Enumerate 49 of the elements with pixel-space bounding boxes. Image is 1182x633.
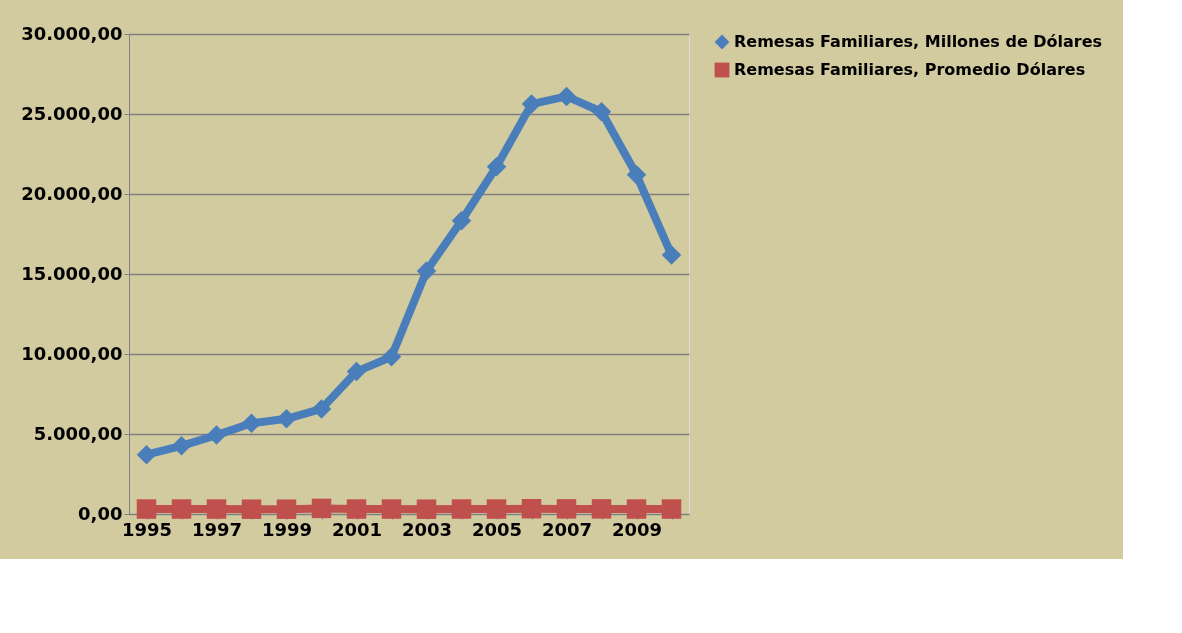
- x-tick-label: 1995: [121, 518, 173, 540]
- point: [521, 94, 542, 114]
- point: [311, 399, 332, 419]
- point: [241, 413, 262, 434]
- point: [486, 499, 507, 519]
- point: [556, 86, 577, 107]
- y-tick-label: 30.000,00: [21, 22, 123, 44]
- y-tick-label: 15.000,00: [21, 262, 123, 284]
- point: [416, 499, 437, 519]
- point: [346, 499, 367, 519]
- point: [171, 436, 192, 456]
- x-tick-label: 2005: [471, 518, 523, 540]
- y-tick-label: 25.000,00: [21, 102, 123, 124]
- point: [381, 346, 402, 367]
- x-tick-label: 2003: [401, 518, 453, 540]
- point: [136, 499, 157, 519]
- point: [626, 499, 647, 519]
- point: [136, 444, 157, 465]
- legend-label: Remesas Familiares, Millones de Dólares: [734, 32, 1103, 51]
- point: [661, 499, 682, 519]
- point: [171, 499, 192, 519]
- x-tick-label: 1997: [191, 518, 243, 540]
- point: [521, 498, 542, 519]
- point: [591, 499, 612, 519]
- y-tick-label: 10.000,00: [21, 342, 123, 364]
- point: [206, 499, 227, 519]
- point: [276, 409, 297, 429]
- point: [346, 361, 367, 382]
- x-tick-label: 2009: [611, 518, 663, 540]
- x-tick-label: 1999: [261, 518, 313, 540]
- point: [416, 261, 437, 281]
- y-tick-label: 5.000,00: [33, 422, 123, 444]
- y-tick-label: 0,00: [78, 502, 123, 524]
- x-tick-label: 2007: [541, 518, 593, 540]
- point: [451, 210, 472, 231]
- point: [591, 102, 612, 122]
- point: [241, 499, 262, 519]
- point: [556, 499, 577, 519]
- point: [206, 425, 227, 445]
- point: [661, 245, 682, 265]
- point: [381, 499, 402, 519]
- legend-label: Remesas Familiares, Promedio Dólares: [734, 60, 1086, 79]
- point: [311, 498, 332, 519]
- point: [276, 499, 297, 519]
- point: [486, 157, 507, 177]
- point: [626, 165, 647, 185]
- point: [451, 499, 472, 519]
- y-tick-label: 20.000,00: [21, 182, 123, 204]
- x-tick-label: 2001: [331, 518, 383, 540]
